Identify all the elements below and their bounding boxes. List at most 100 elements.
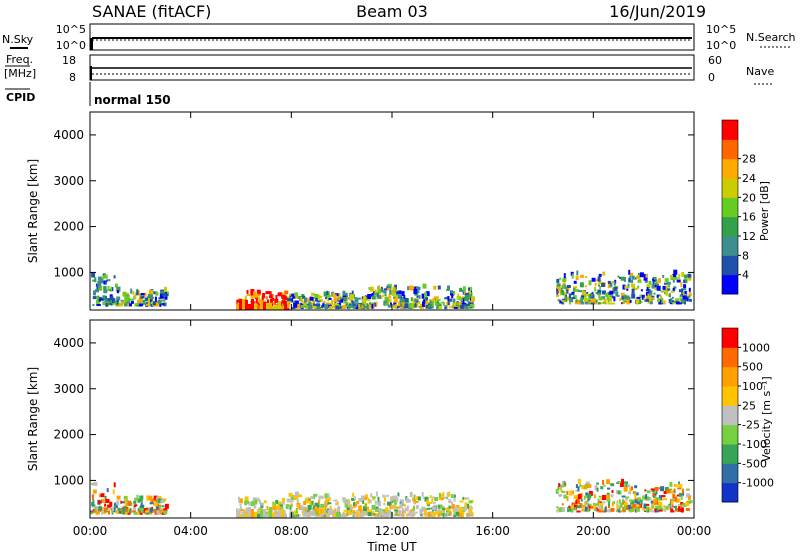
velocity-echo-cell xyxy=(438,497,443,500)
power-echo-cell xyxy=(385,303,388,306)
power-echo-cell xyxy=(92,304,95,306)
power-echo-cell xyxy=(675,298,680,302)
power-echo-cell xyxy=(569,297,574,303)
power-echo-cell xyxy=(378,285,381,290)
velocity-echo-cell xyxy=(576,510,581,513)
velocity-echo-cell xyxy=(405,513,409,517)
velocity-echo-cell xyxy=(239,503,242,506)
velocity-echo-cell xyxy=(682,491,685,496)
velocity-echo-cell xyxy=(259,499,261,504)
power-echo-cell xyxy=(687,277,692,281)
velocity-echo-cell xyxy=(353,513,357,517)
velocity-echo-cell xyxy=(315,514,318,517)
velocity-echo-cell xyxy=(407,512,410,516)
velocity-echo-band xyxy=(236,510,239,518)
power-echo-cell xyxy=(287,296,292,300)
velocity-echo-cell xyxy=(419,509,423,515)
power-echo-cell xyxy=(450,290,454,294)
velocity-echo-cell xyxy=(296,499,299,503)
power-echo-cell xyxy=(453,291,456,295)
velocity-echo-cell xyxy=(143,508,148,514)
velocity-echo-cell xyxy=(375,512,378,515)
power-echo-cell xyxy=(95,289,99,293)
velocity-echo-cell xyxy=(351,497,356,501)
power-echo-cell xyxy=(608,302,613,305)
power-echo-cell xyxy=(126,301,130,306)
velocity-echo-cell xyxy=(627,484,631,488)
velocity-echo-cell xyxy=(588,503,592,506)
velocity-echo-cell xyxy=(679,492,682,497)
velocity-echo-cell xyxy=(584,485,587,490)
velocity-echo-cell xyxy=(145,512,150,515)
velocity-echo-cell xyxy=(654,508,657,513)
power-echo-cell xyxy=(371,295,376,300)
power-echo-cell xyxy=(347,304,351,309)
velocity-echo-cell xyxy=(593,504,596,510)
velocity-echo-cell xyxy=(576,505,581,509)
velocity-echo-cell xyxy=(132,505,136,511)
power-echo-cell xyxy=(625,295,630,300)
velocity-echo-cell xyxy=(112,507,114,512)
power-echo-cell xyxy=(556,283,561,289)
velocity-echo-cell xyxy=(555,489,559,494)
power-echo-cell xyxy=(371,302,375,305)
velocity-echo-cell xyxy=(367,498,370,503)
velocity-echo-cell xyxy=(374,500,377,505)
power-echo-cell xyxy=(382,290,387,294)
power-echo-cell xyxy=(621,295,625,300)
velocity-echo-cell xyxy=(107,506,111,510)
power-echo-cell xyxy=(670,298,673,304)
power-echo-cell xyxy=(680,282,683,288)
power-echo-cell xyxy=(660,290,664,293)
power-echo-band xyxy=(242,299,245,310)
velocity-echo-cell xyxy=(343,509,348,512)
velocity-echo-cell xyxy=(396,498,399,503)
velocity-echo-cell xyxy=(646,509,650,513)
power-echo-cell xyxy=(399,306,404,309)
velocity-echo-cell xyxy=(375,509,379,512)
power-echo-cell xyxy=(107,298,112,302)
power-echo-cell xyxy=(323,300,326,304)
power-echo-cell xyxy=(423,299,426,305)
power-echo-cell xyxy=(377,288,382,294)
power-echo-cell xyxy=(271,297,275,301)
power-echo-cell xyxy=(598,273,602,277)
power-echo-cell xyxy=(602,271,606,276)
power-echo-cell xyxy=(138,297,143,303)
velocity-echo-cell xyxy=(426,499,430,505)
power-echo-cell xyxy=(607,280,611,284)
velocity-echo-cell xyxy=(558,483,561,487)
power-echo-cell xyxy=(682,295,687,300)
velocity-echo-cell xyxy=(603,484,606,487)
velocity-echo-cell xyxy=(604,510,609,512)
power-echo-cell xyxy=(636,296,641,299)
power-echo-cell xyxy=(146,302,150,306)
power-echo-cell xyxy=(686,297,689,302)
power-ytick-label: 3000 xyxy=(53,174,84,188)
velocity-echo-cell xyxy=(596,487,599,492)
velocity-echo-cell xyxy=(677,504,682,507)
power-echo-cell xyxy=(244,295,247,300)
power-echo-cell xyxy=(154,302,159,307)
velocity-echo-cell xyxy=(133,500,137,504)
velocity-echo-cell xyxy=(94,507,97,511)
power-echo-cell xyxy=(557,299,561,302)
velocity-echo-cell xyxy=(260,508,263,510)
power-colorbar-tick-label: 16 xyxy=(742,211,756,224)
velocity-echo-cell xyxy=(658,487,661,490)
power-echo-cell xyxy=(140,295,143,298)
power-echo-cell xyxy=(609,296,612,302)
velocity-echo-cell xyxy=(636,504,639,508)
power-echo-cell xyxy=(462,298,465,304)
power-echo-cell xyxy=(580,274,584,278)
power-echo-cell xyxy=(285,307,290,310)
power-echo-cell xyxy=(656,281,660,284)
velocity-echo-cell xyxy=(596,482,599,485)
velocity-echo-cell xyxy=(563,494,567,499)
velocity-echo-cell xyxy=(643,503,647,509)
power-echo-cell xyxy=(105,302,109,307)
velocity-echo-cell xyxy=(624,498,628,501)
power-echo-cell xyxy=(623,295,628,298)
velocity-echo-cell xyxy=(669,503,672,509)
velocity-echo-cell xyxy=(585,494,588,498)
